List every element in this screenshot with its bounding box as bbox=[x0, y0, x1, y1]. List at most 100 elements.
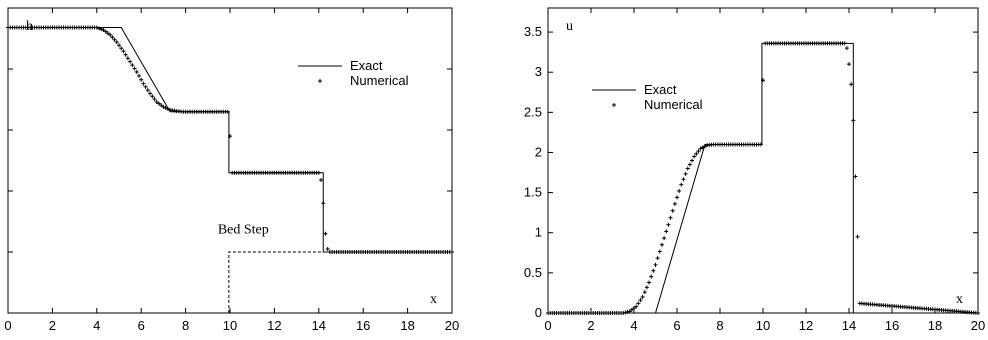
numerical-point bbox=[670, 208, 675, 213]
numerical-point bbox=[700, 145, 705, 150]
numerical-point bbox=[696, 149, 701, 154]
numerical-point bbox=[844, 46, 849, 51]
numerical-point bbox=[119, 46, 124, 51]
numerical-point bbox=[642, 290, 647, 295]
numerical-point bbox=[644, 285, 649, 290]
numerical-point bbox=[128, 59, 133, 64]
numerical-point bbox=[228, 134, 232, 139]
legend-exact-label: Exact bbox=[350, 58, 383, 73]
numerical-point bbox=[702, 144, 707, 149]
numerical-point bbox=[121, 49, 126, 54]
y-tick-label: 3 bbox=[535, 64, 542, 79]
numerical-point bbox=[225, 109, 230, 114]
numerical-point bbox=[99, 27, 104, 32]
x-tick-label: 12 bbox=[799, 318, 813, 333]
numerical-point bbox=[758, 142, 763, 147]
numerical-point bbox=[136, 73, 141, 78]
y-tick-label: 1.5 bbox=[524, 185, 542, 200]
numerical-point bbox=[853, 174, 858, 179]
numerical-point bbox=[675, 195, 679, 200]
numerical-point bbox=[108, 32, 113, 37]
y-tick-label: 3.5 bbox=[524, 24, 542, 39]
x-tick-label: 8 bbox=[716, 318, 723, 333]
numerical-point bbox=[636, 301, 641, 306]
numerical-point bbox=[672, 201, 677, 206]
numerical-point bbox=[123, 52, 128, 57]
numerical-point bbox=[687, 162, 692, 167]
numerical-point bbox=[145, 88, 150, 93]
numerical-point bbox=[694, 151, 699, 156]
numerical-point bbox=[325, 246, 330, 251]
numerical-point bbox=[623, 310, 628, 315]
numerical-point bbox=[143, 84, 148, 89]
numerical-point bbox=[150, 94, 155, 99]
legend-numerical-label: Numerical bbox=[644, 97, 703, 112]
x-tick-label: 10 bbox=[223, 318, 237, 333]
numerical-point bbox=[621, 311, 626, 315]
numerical-point bbox=[163, 105, 168, 110]
numerical-point bbox=[649, 274, 654, 279]
numerical-point bbox=[117, 43, 121, 48]
bed-step-label: Bed Step bbox=[218, 223, 269, 238]
numerical-point bbox=[657, 249, 662, 254]
numerical-point bbox=[976, 311, 980, 315]
numerical-point bbox=[679, 182, 684, 187]
y-axis-label: u bbox=[566, 19, 573, 34]
x-tick-label: 16 bbox=[885, 318, 899, 333]
numerical-point bbox=[316, 170, 321, 175]
plot-frame bbox=[547, 7, 979, 314]
numerical-point bbox=[103, 29, 108, 34]
numerical-point bbox=[668, 215, 673, 220]
numerical-point bbox=[849, 82, 854, 87]
numerical-point bbox=[629, 307, 634, 312]
numerical-point bbox=[319, 178, 324, 183]
x-tick-label: 12 bbox=[267, 318, 281, 333]
numerical-point bbox=[664, 229, 669, 234]
x-tick-label: 4 bbox=[630, 318, 637, 333]
chart-h: 0 2 4 6 8 10 12 14 16 18 20 h x Bed Step ExactNumerica… bbox=[4, 7, 459, 333]
numerical-point bbox=[130, 63, 135, 68]
numerical-point bbox=[139, 77, 144, 82]
x-tick-label: 18 bbox=[400, 318, 414, 333]
x-tick-label: 20 bbox=[445, 318, 459, 333]
numerical-point bbox=[681, 177, 686, 182]
numerical-point bbox=[94, 25, 99, 30]
numerical-point bbox=[627, 309, 632, 314]
numerical-point bbox=[662, 236, 667, 241]
numerical-point bbox=[134, 70, 139, 75]
x-tick-label: 8 bbox=[182, 318, 189, 333]
x-tick-label: 4 bbox=[93, 318, 100, 333]
x-tick-label: 14 bbox=[312, 318, 326, 333]
chart-u: 0 2 4 6 8 10 12 14 16 18 20 0 0.5 1 1.5 2 2.5 3 3.5 u x Exact… bbox=[524, 7, 985, 333]
numerical-point bbox=[159, 103, 164, 108]
y-axis-label: h bbox=[26, 19, 33, 34]
numerical-point bbox=[677, 189, 682, 193]
bed-step-line bbox=[228, 251, 452, 313]
x-tick-label: 6 bbox=[138, 318, 145, 333]
numerical-point bbox=[683, 171, 688, 176]
plot-frame bbox=[7, 7, 453, 314]
legend-exact-label: Exact bbox=[644, 82, 677, 97]
numerical-point bbox=[154, 99, 159, 104]
numerical-point bbox=[634, 304, 639, 309]
numerical-point bbox=[690, 158, 695, 163]
numerical-point bbox=[653, 262, 658, 267]
numerical-point bbox=[666, 222, 671, 227]
numerical-point bbox=[114, 40, 119, 45]
x-tick-label: 2 bbox=[49, 318, 56, 333]
numerical-point bbox=[97, 26, 102, 31]
numerical-point bbox=[761, 78, 765, 83]
numerical-point bbox=[156, 101, 161, 106]
numerical-point bbox=[651, 268, 656, 273]
y-tick-label: 1 bbox=[535, 225, 542, 240]
x-tick-label: 10 bbox=[756, 318, 770, 333]
numerical-point bbox=[105, 31, 110, 36]
numerical-point bbox=[698, 146, 703, 151]
numerical-point bbox=[125, 56, 130, 61]
x-tick-label: 0 bbox=[4, 318, 11, 333]
numerical-point bbox=[165, 106, 170, 111]
numerical-point bbox=[855, 234, 860, 239]
numerical-point bbox=[692, 154, 697, 159]
series-exact-line bbox=[8, 27, 452, 253]
numerical-point bbox=[101, 27, 106, 32]
